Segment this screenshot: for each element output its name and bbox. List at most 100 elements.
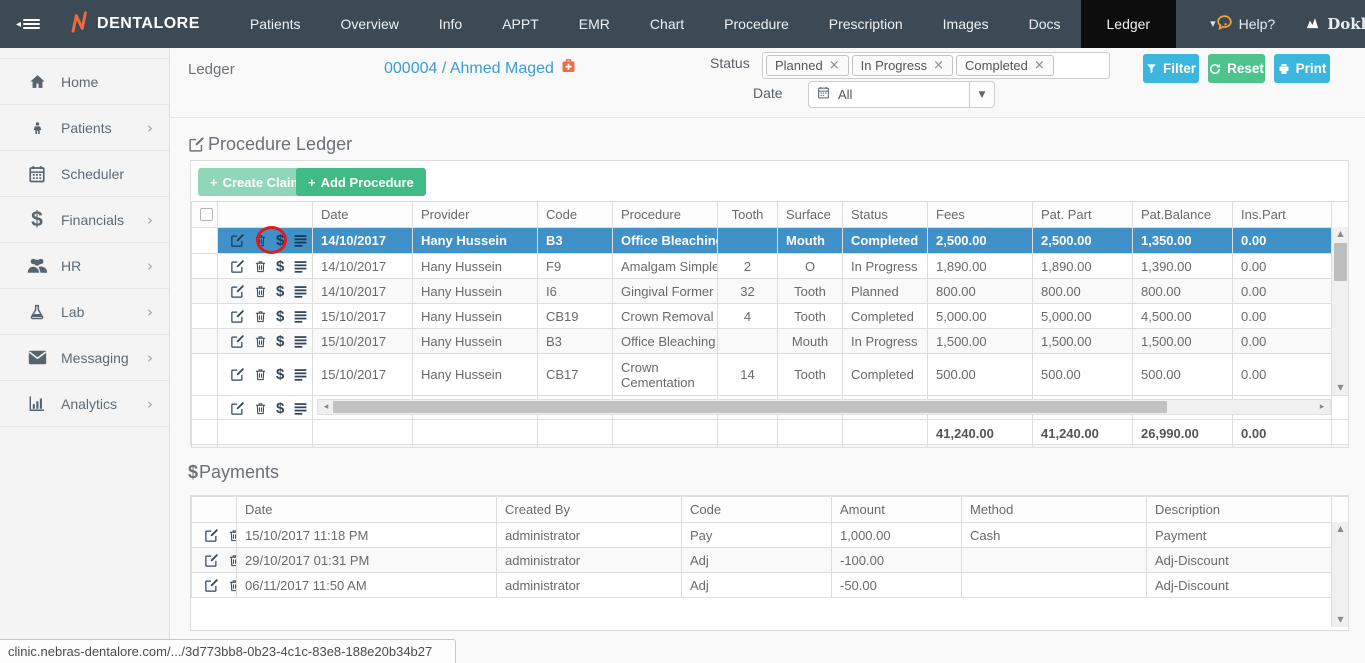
page-title: Ledger [188, 61, 235, 78]
edit-icon[interactable] [230, 284, 245, 299]
delete-icon[interactable] [228, 528, 236, 543]
payment-row[interactable]: 06/11/2017 11:50 AM administrator Adj -5… [191, 572, 1349, 598]
scroll-left-icon[interactable]: ◂ [323, 402, 329, 412]
edit-icon[interactable] [204, 528, 219, 543]
nav-item-images[interactable]: Images [942, 16, 989, 32]
delete-icon[interactable] [254, 309, 267, 324]
procedure-vertical-scrollbar[interactable]: ▲ ▼ [1331, 227, 1348, 395]
payment-row[interactable]: 29/10/2017 01:31 PM administrator Adj -1… [191, 547, 1349, 573]
delete-icon[interactable] [254, 334, 267, 349]
delete-icon[interactable] [228, 553, 236, 568]
nav-menu: Patients Overview Info APPT EMR Chart Pr… [230, 0, 1177, 48]
nav-item-docs[interactable]: Docs [1028, 16, 1061, 32]
nav-item-procedure[interactable]: Procedure [724, 16, 789, 32]
scroll-down-icon[interactable]: ▼ [1337, 383, 1344, 392]
delete-icon[interactable] [254, 367, 267, 382]
payment-dollar-icon[interactable]: $ [276, 232, 285, 249]
dokki-button[interactable]: Dokki [1305, 15, 1365, 34]
sidebar-item-hr[interactable]: HR › [0, 243, 169, 289]
nav-item-patients[interactable]: Patients [249, 16, 301, 32]
procedure-row[interactable]: $ 14/10/2017 Hany Hussein I6 Gingival Fo… [191, 278, 1349, 304]
scrollbar-thumb[interactable] [333, 401, 1167, 413]
payment-dollar-icon[interactable]: $ [276, 307, 285, 325]
delete-icon[interactable] [254, 284, 267, 299]
payment-dollar-icon[interactable]: $ [276, 332, 285, 350]
scroll-up-icon[interactable]: ▲ [1337, 524, 1344, 533]
procedure-horizontal-scrollbar[interactable]: ◂ ▸ [317, 399, 1331, 415]
nav-item-appt[interactable]: APPT [502, 16, 539, 32]
sidebar-toggle-icon[interactable]: ◂ [16, 17, 41, 31]
delete-icon[interactable] [228, 578, 236, 593]
status-tag-in-progress[interactable]: In Progress × [851, 55, 954, 76]
edit-icon[interactable] [230, 334, 245, 349]
nav-item-prescription[interactable]: Prescription [828, 16, 903, 32]
scroll-up-icon[interactable]: ▲ [1337, 229, 1344, 238]
chevron-right-icon: › [147, 118, 153, 137]
col-method: Method [961, 496, 1147, 523]
details-list-icon[interactable] [293, 234, 308, 247]
nav-item-info[interactable]: Info [438, 16, 463, 32]
date-caret-icon[interactable]: ▼ [969, 82, 994, 107]
details-list-icon[interactable] [293, 402, 308, 415]
edit-icon[interactable] [230, 309, 245, 324]
procedure-row[interactable]: $ 15/10/2017 Hany Hussein CB17 Crown Cem… [191, 353, 1349, 396]
delete-icon[interactable] [254, 401, 267, 416]
edit-icon[interactable] [204, 553, 219, 568]
scroll-down-icon[interactable]: ▼ [1337, 615, 1344, 624]
select-all-checkbox[interactable] [200, 208, 213, 221]
edit-icon[interactable] [230, 259, 245, 274]
procedure-row[interactable]: $ 14/10/2017 Hany Hussein F9 Amalgam Sim… [191, 253, 1349, 279]
nav-item-emr[interactable]: EMR [578, 16, 610, 32]
total-pat-balance: 26,990.00 [1132, 419, 1233, 448]
remove-tag-icon[interactable]: × [1033, 58, 1045, 73]
nav-item-chart[interactable]: Chart [649, 16, 685, 32]
sidebar-item-home[interactable]: Home [0, 59, 169, 105]
edit-icon[interactable] [230, 233, 245, 248]
remove-tag-icon[interactable]: × [828, 58, 840, 73]
details-list-icon[interactable] [293, 310, 308, 323]
sidebar-item-financials[interactable]: $ Financials › [0, 197, 169, 243]
procedure-row-selected[interactable]: $ 14/10/2017 Hany Hussein B3 Office Blea… [191, 227, 1349, 254]
delete-icon[interactable] [254, 259, 267, 274]
status-tag-completed[interactable]: Completed × [956, 55, 1054, 76]
date-filter-value: All [838, 87, 853, 102]
remove-tag-icon[interactable]: × [933, 58, 945, 73]
date-filter-select[interactable]: All ▼ [808, 81, 995, 108]
scrollbar-thumb[interactable] [1334, 243, 1347, 281]
payment-dollar-icon[interactable]: $ [276, 257, 285, 275]
brand-logo[interactable]: DENTALORE [70, 10, 200, 38]
scroll-right-icon[interactable]: ▸ [1319, 402, 1325, 412]
add-procedure-button[interactable]: + Add Procedure [296, 168, 426, 196]
edit-icon[interactable] [230, 367, 245, 382]
nav-more-caret-icon[interactable]: ▾ [1210, 17, 1216, 30]
payment-dollar-icon[interactable]: $ [276, 366, 285, 383]
status-tag-input[interactable]: Planned × In Progress × Completed × [762, 52, 1110, 79]
payments-vertical-scrollbar[interactable]: ▲ ▼ [1331, 522, 1348, 627]
payment-row[interactable]: 15/10/2017 11:18 PM administrator Pay 1,… [191, 522, 1349, 548]
edit-icon[interactable] [204, 578, 219, 593]
procedure-row[interactable]: $ 15/10/2017 Hany Hussein B3 Office Blea… [191, 328, 1349, 354]
help-button[interactable]: Help? [1216, 14, 1275, 34]
status-tag-planned[interactable]: Planned × [766, 55, 849, 76]
sidebar-item-lab[interactable]: Lab › [0, 289, 169, 335]
details-list-icon[interactable] [293, 368, 308, 381]
payment-dollar-icon[interactable]: $ [276, 282, 285, 300]
sidebar-item-scheduler[interactable]: Scheduler [0, 151, 169, 197]
details-list-icon[interactable] [293, 285, 308, 298]
nav-item-ledger[interactable]: Ledger [1080, 0, 1177, 48]
details-list-icon[interactable] [293, 260, 308, 273]
print-button[interactable]: Print [1274, 54, 1330, 83]
nav-item-overview[interactable]: Overview [340, 16, 399, 32]
procedure-row[interactable]: $ 15/10/2017 Hany Hussein CB19 Crown Rem… [191, 303, 1349, 329]
sidebar-item-messaging[interactable]: Messaging › [0, 335, 169, 381]
filter-button[interactable]: Filter [1143, 54, 1199, 83]
sidebar-item-patients[interactable]: Patients › [0, 105, 169, 151]
patient-link[interactable]: 000004 / Ahmed Maged [384, 58, 577, 79]
details-list-icon[interactable] [293, 335, 308, 348]
edit-icon[interactable] [230, 401, 245, 416]
payment-dollar-icon[interactable]: $ [276, 400, 285, 417]
sidebar-item-analytics[interactable]: Analytics › [0, 381, 169, 427]
create-claim-button[interactable]: + Create Claim [198, 168, 315, 196]
reset-button[interactable]: Reset [1208, 54, 1265, 83]
delete-icon[interactable] [254, 233, 267, 248]
